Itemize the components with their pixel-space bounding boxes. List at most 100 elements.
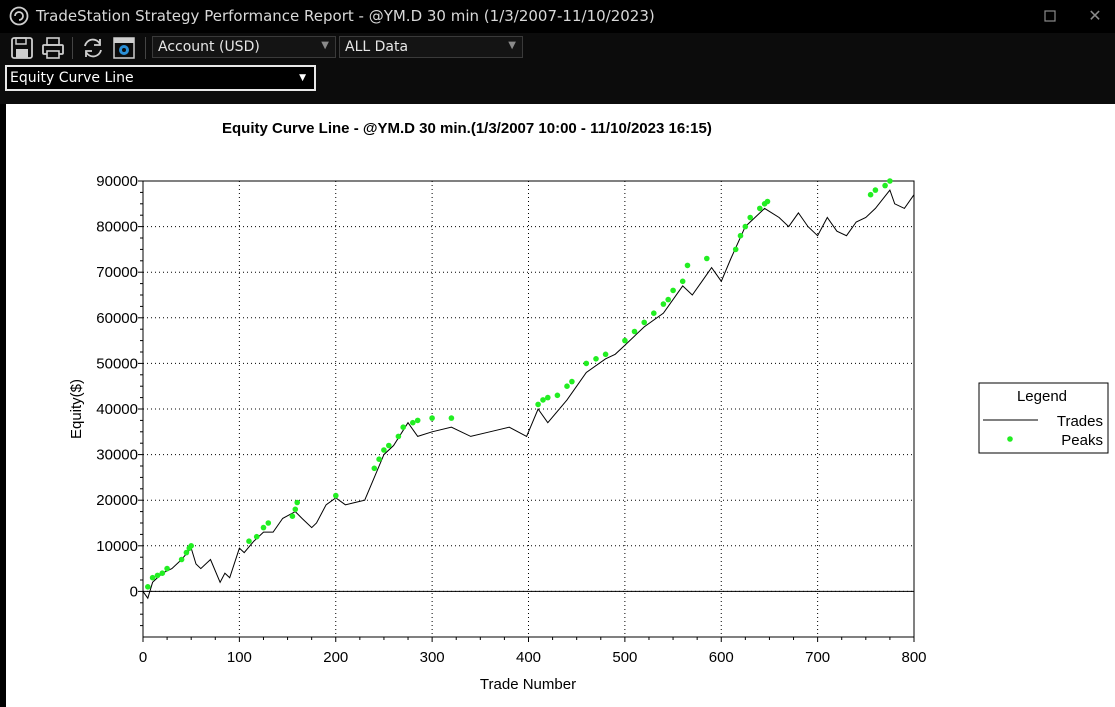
- peak-point: [757, 205, 763, 212]
- legend-peaks-swatch: [1007, 436, 1013, 442]
- peak-point: [660, 301, 667, 307]
- graph-type-select[interactable]: Equity Curve Line ▼: [5, 65, 316, 91]
- peak-point: [386, 442, 392, 449]
- peak-point: [376, 456, 382, 463]
- window-titlebar: TradeStation Strategy Performance Report…: [0, 0, 1115, 33]
- peak-point: [265, 520, 272, 526]
- y-tick-label: 40000: [96, 401, 138, 418]
- peak-point: [641, 319, 647, 326]
- peak-point: [631, 328, 638, 335]
- peak-point: [149, 574, 156, 581]
- y-axis-label: Equity($): [68, 379, 85, 439]
- peak-point: [670, 287, 676, 294]
- peak-point: [764, 198, 771, 205]
- legend-box: [978, 382, 1109, 454]
- peak-point: [622, 337, 628, 344]
- account-select[interactable]: Account (USD) ▼: [152, 36, 336, 58]
- axis-ticks: [138, 180, 915, 642]
- series-trades-line: [142, 189, 915, 600]
- peak-point: [159, 570, 166, 576]
- close-icon[interactable]: ✕: [1088, 6, 1102, 25]
- chevron-down-icon: ▼: [299, 73, 306, 83]
- peak-point: [887, 178, 893, 184]
- x-tick-label: 400: [516, 649, 541, 666]
- peak-point: [289, 513, 296, 519]
- peak-point: [178, 556, 185, 563]
- peak-point: [260, 524, 267, 531]
- chevron-down-icon: ▼: [321, 40, 329, 51]
- data-range-select-value: ALL Data: [345, 39, 409, 55]
- chart-title: Equity Curve Line - @YM.D 30 min.(1/3/20…: [222, 120, 712, 137]
- y-tick-label: 20000: [96, 492, 138, 509]
- refresh-icon[interactable]: [80, 35, 106, 61]
- y-tick-labels: 90000 80000 70000 60000 50000 40000 30000 20000…: [96, 173, 138, 600]
- peak-point: [395, 433, 402, 440]
- y-tick-label: 90000: [96, 173, 138, 190]
- x-tick-label: 300: [420, 649, 445, 666]
- x-tick-label: 500: [612, 649, 637, 666]
- peak-point: [253, 533, 260, 540]
- y-tick-label: 30000: [96, 447, 138, 464]
- chart-panel: [6, 104, 1115, 707]
- toolbar: Account (USD) ▼ ALL Data ▼: [0, 33, 1115, 63]
- peak-point: [593, 356, 599, 362]
- peak-point: [400, 424, 407, 431]
- x-axis-label: Trade Number: [480, 676, 576, 693]
- series-peaks-points: [145, 178, 893, 590]
- graph-type-select-value: Equity Curve Line: [10, 70, 134, 86]
- peak-point: [665, 296, 671, 303]
- peak-point: [747, 214, 753, 221]
- x-tick-label: 100: [227, 649, 252, 666]
- x-tick-label: 800: [901, 649, 926, 666]
- peak-point: [602, 351, 609, 358]
- peak-point: [704, 255, 710, 262]
- x-tick-label: 700: [805, 649, 830, 666]
- chart-grid: [143, 181, 914, 637]
- x-tick-labels: 0 100 200 300 400 500 600 700 800: [139, 649, 927, 666]
- peak-point: [410, 419, 416, 426]
- peak-point: [535, 401, 541, 408]
- peak-point: [737, 232, 744, 239]
- data-range-select[interactable]: ALL Data ▼: [339, 36, 523, 58]
- peak-point: [429, 415, 435, 421]
- x-tick-label: 200: [323, 649, 348, 666]
- maximize-icon[interactable]: [1035, 2, 1065, 30]
- peak-point: [867, 191, 874, 198]
- x-tick-label: 600: [709, 649, 734, 666]
- y-tick-label: 80000: [96, 219, 138, 236]
- peak-point: [333, 492, 339, 499]
- account-select-value: Account (USD): [158, 39, 260, 55]
- peak-point: [651, 310, 657, 317]
- peak-point: [554, 392, 561, 399]
- save-icon[interactable]: [9, 35, 35, 61]
- peak-point: [183, 549, 190, 556]
- toolbar-separator: [145, 37, 146, 59]
- peak-point: [371, 465, 378, 472]
- y-tick-label: 50000: [96, 355, 138, 372]
- tradestation-logo-icon: [9, 6, 29, 30]
- peak-point: [188, 543, 194, 549]
- peak-point: [684, 262, 691, 269]
- peak-point: [882, 182, 888, 189]
- y-tick-label: 10000: [96, 538, 138, 555]
- x-tick-label: 0: [139, 649, 147, 666]
- legend-peaks-label: Peaks: [1061, 432, 1103, 449]
- peak-point: [679, 278, 686, 285]
- legend-title: Legend: [1017, 388, 1067, 405]
- peak-point: [872, 187, 879, 193]
- peak-point: [414, 417, 421, 424]
- settings-icon[interactable]: [111, 35, 137, 61]
- peak-point: [381, 447, 387, 453]
- peak-point: [246, 538, 252, 544]
- y-tick-label: 60000: [96, 310, 138, 327]
- legend-trades-label: Trades: [1057, 413, 1103, 430]
- peak-point: [569, 378, 575, 385]
- peak-point: [742, 223, 749, 230]
- peak-point: [732, 246, 739, 253]
- y-tick-label: 70000: [96, 264, 138, 281]
- peak-point: [540, 397, 546, 403]
- print-icon[interactable]: [40, 35, 66, 61]
- peak-point: [154, 572, 161, 579]
- chevron-down-icon: ▼: [508, 40, 516, 51]
